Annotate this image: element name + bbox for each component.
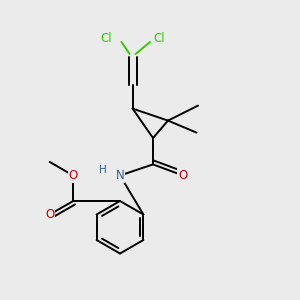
Text: O: O — [45, 208, 54, 221]
Text: O: O — [69, 169, 78, 182]
Text: N: N — [116, 169, 124, 182]
Text: O: O — [178, 169, 188, 182]
Text: Cl: Cl — [101, 32, 112, 46]
Text: H: H — [99, 165, 107, 175]
Text: Cl: Cl — [153, 32, 165, 46]
